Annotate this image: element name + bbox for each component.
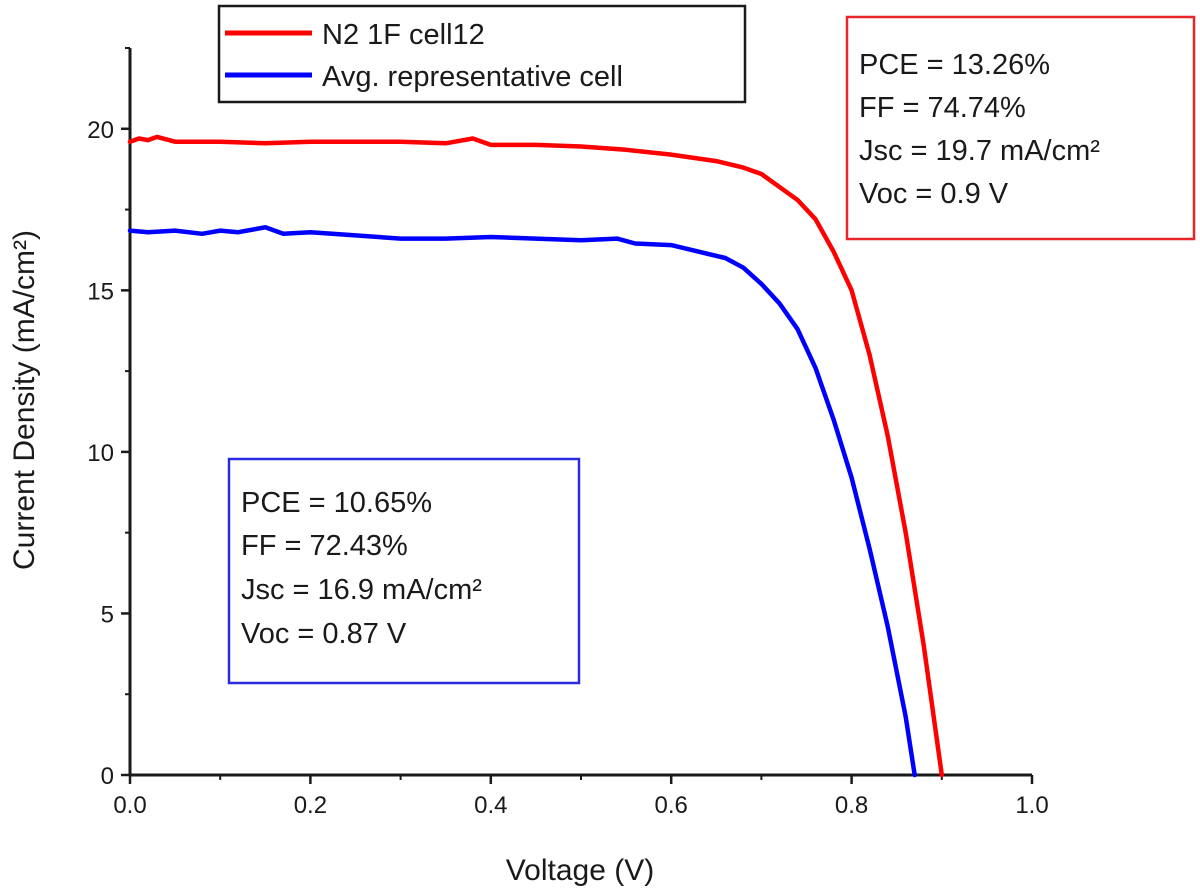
stats-box-red-frame bbox=[845, 15, 1196, 241]
y-axis-ticks: 0 5 10 15 20 bbox=[87, 47, 130, 790]
series-line-blue bbox=[127, 225, 917, 778]
y-tick-label: 0 bbox=[101, 763, 114, 790]
stats-box-red: PCE = 13.26% FF = 74.74% Jsc = 19.7 mA/c… bbox=[845, 15, 1196, 241]
y-tick-label: 15 bbox=[87, 278, 114, 305]
x-tick-label: 1.0 bbox=[1015, 792, 1048, 819]
x-tick-label: 0.2 bbox=[294, 792, 327, 819]
y-axis-title: Current Density (mA/cm²) bbox=[8, 230, 41, 570]
stats-box-blue-frame bbox=[227, 457, 581, 685]
x-tick-label: 0.6 bbox=[655, 792, 688, 819]
x-tick-label: 0.4 bbox=[474, 792, 507, 819]
stats-red-pce: PCE = 13.26% bbox=[859, 49, 1050, 81]
stats-red-ff: FF = 74.74% bbox=[859, 92, 1026, 124]
x-tick-label: 0.0 bbox=[113, 792, 146, 819]
legend-frame bbox=[217, 4, 747, 104]
x-axis-ticks: 0.0 0.2 0.4 0.6 0.8 1.0 bbox=[113, 775, 1049, 819]
stats-box-blue: PCE = 10.65% FF = 72.43% Jsc = 16.9 mA/c… bbox=[227, 457, 581, 685]
x-axis-title: Voltage (V) bbox=[506, 854, 654, 887]
series-line-red bbox=[127, 134, 945, 778]
stats-blue-pce: PCE = 10.65% bbox=[241, 487, 432, 519]
y-tick-label: 20 bbox=[87, 117, 114, 144]
stats-blue-ff: FF = 72.43% bbox=[241, 530, 408, 562]
stats-blue-voc: Voc = 0.87 V bbox=[241, 618, 407, 650]
stats-blue-jsc: Jsc = 16.9 mA/cm² bbox=[241, 574, 482, 606]
legend-label-blue: Avg. representative cell bbox=[322, 61, 623, 93]
legend-label-red: N2 1F cell12 bbox=[322, 19, 485, 51]
stats-red-voc: Voc = 0.9 V bbox=[859, 178, 1009, 210]
legend: N2 1F cell12 Avg. representative cell bbox=[217, 4, 747, 104]
y-tick-label: 10 bbox=[87, 440, 114, 467]
y-tick-label: 5 bbox=[101, 601, 114, 628]
x-tick-label: 0.8 bbox=[835, 792, 868, 819]
series-layer bbox=[127, 134, 945, 778]
stats-red-jsc: Jsc = 19.7 mA/cm² bbox=[859, 135, 1100, 167]
